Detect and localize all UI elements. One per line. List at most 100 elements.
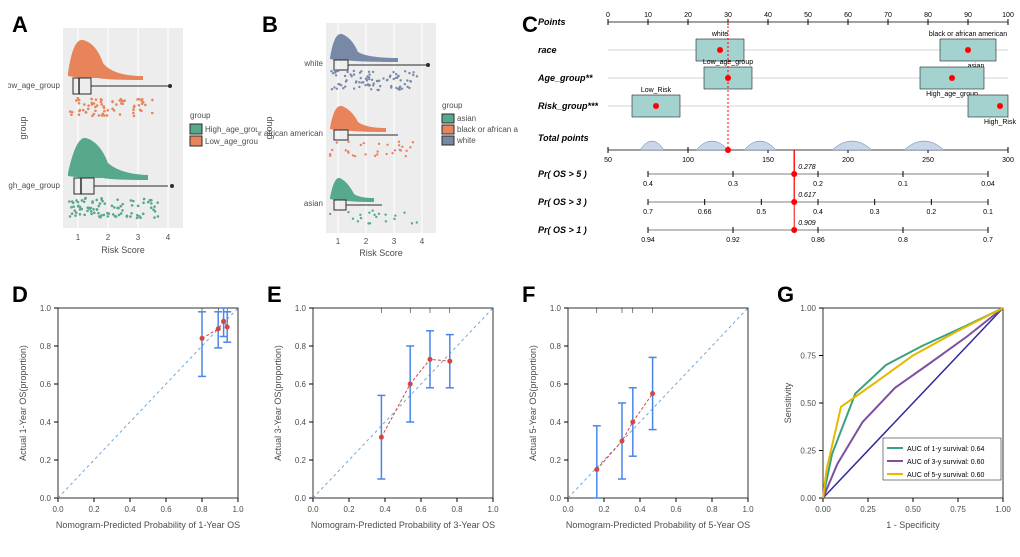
svg-text:0.8: 0.8 bbox=[295, 342, 307, 351]
svg-text:0.4: 0.4 bbox=[124, 505, 136, 514]
svg-text:90: 90 bbox=[964, 12, 972, 19]
svg-text:Nomogram-Predicted Probability: Nomogram-Predicted Probability of 1-Year… bbox=[56, 520, 240, 530]
svg-text:0.0: 0.0 bbox=[307, 505, 319, 514]
svg-text:0.00: 0.00 bbox=[800, 494, 816, 503]
svg-text:0.2: 0.2 bbox=[598, 505, 610, 514]
svg-text:Actual 3-Year OS(proportion): Actual 3-Year OS(proportion) bbox=[273, 345, 283, 461]
x-ticks-b: 1234 bbox=[336, 237, 425, 246]
x-ticks-a: 1234 bbox=[76, 233, 171, 242]
svg-text:0.6: 0.6 bbox=[160, 505, 172, 514]
svg-text:0.5: 0.5 bbox=[756, 209, 766, 216]
x-title-a: Risk Score bbox=[101, 245, 145, 255]
panel-b-label: B bbox=[262, 12, 278, 38]
ycat-a-1: High_age_group bbox=[8, 181, 61, 190]
x-title-b: Risk Score bbox=[359, 248, 403, 258]
svg-text:0.92: 0.92 bbox=[726, 237, 740, 244]
svg-text:0.2: 0.2 bbox=[550, 456, 562, 465]
panel-f-svg: 0.00.00.20.20.40.40.60.60.80.81.01.0Nomo… bbox=[518, 278, 773, 548]
svg-text:High_Risk: High_Risk bbox=[984, 119, 1016, 126]
legend-swatch-a1 bbox=[190, 136, 202, 146]
panel-d: D 0.00.00.20.20.40.40.60.60.80.81.01.0No… bbox=[8, 278, 263, 548]
svg-text:0.4: 0.4 bbox=[634, 505, 646, 514]
svg-text:30: 30 bbox=[724, 12, 732, 19]
panel-d-label: D bbox=[12, 282, 28, 308]
svg-text:0.25: 0.25 bbox=[800, 447, 816, 456]
panel-e-label: E bbox=[267, 282, 282, 308]
panel-c: C Points0102030405060708090100racewhitea… bbox=[518, 8, 1020, 278]
ycat-b-0: white bbox=[303, 59, 323, 68]
svg-text:Pr( OS > 5 ): Pr( OS > 5 ) bbox=[538, 169, 587, 179]
panel-c-label: C bbox=[522, 12, 538, 38]
panel-e: E 0.00.00.20.20.40.40.60.60.80.81.01.0No… bbox=[263, 278, 518, 548]
panel-f-label: F bbox=[522, 282, 535, 308]
svg-text:Actual 1-Year OS(proportion): Actual 1-Year OS(proportion) bbox=[18, 345, 28, 461]
svg-text:0.86: 0.86 bbox=[811, 237, 825, 244]
svg-text:0: 0 bbox=[606, 12, 610, 19]
row2: D 0.00.00.20.20.40.40.60.60.80.81.01.0No… bbox=[8, 278, 1020, 548]
svg-text:Pr( OS > 1 ): Pr( OS > 1 ) bbox=[538, 225, 587, 235]
svg-text:60: 60 bbox=[844, 12, 852, 19]
ycat-a-0: Low_age_group bbox=[8, 81, 61, 90]
lsb1 bbox=[442, 125, 454, 134]
svg-text:0.0: 0.0 bbox=[550, 494, 562, 503]
panel-a-label: A bbox=[12, 12, 28, 38]
panel-g-svg: 0.000.000.250.250.500.500.750.751.001.00… bbox=[773, 278, 1020, 548]
svg-text:0.7: 0.7 bbox=[643, 209, 653, 216]
svg-text:0.1: 0.1 bbox=[983, 209, 993, 216]
svg-text:0.75: 0.75 bbox=[800, 352, 816, 361]
legend-title-a: group bbox=[190, 111, 211, 120]
svg-text:3: 3 bbox=[136, 233, 141, 242]
ycat-b-2: asian bbox=[304, 199, 323, 208]
svg-text:0.6: 0.6 bbox=[415, 505, 427, 514]
ycat-b-1: black or african american bbox=[258, 129, 323, 138]
svg-text:1: 1 bbox=[336, 237, 341, 246]
svg-text:50: 50 bbox=[804, 12, 812, 19]
svg-text:0.50: 0.50 bbox=[905, 505, 921, 514]
svg-text:race: race bbox=[538, 45, 557, 55]
svg-text:0.617: 0.617 bbox=[798, 192, 817, 199]
svg-text:1.00: 1.00 bbox=[800, 304, 816, 313]
svg-text:0.0: 0.0 bbox=[40, 494, 52, 503]
svg-text:0.8: 0.8 bbox=[196, 505, 208, 514]
legend-a1: Low_age_group bbox=[205, 137, 258, 146]
svg-text:0.2: 0.2 bbox=[40, 456, 52, 465]
svg-text:100: 100 bbox=[682, 157, 694, 164]
panel-c-svg: Points0102030405060708090100racewhiteasi… bbox=[518, 8, 1020, 278]
panel-d-svg: 0.00.00.20.20.40.40.60.60.80.81.01.0Nomo… bbox=[8, 278, 263, 548]
svg-text:0.4: 0.4 bbox=[379, 505, 391, 514]
svg-text:AUC of 1-y survival: 0.64: AUC of 1-y survival: 0.64 bbox=[907, 446, 985, 453]
svg-text:0.0: 0.0 bbox=[52, 505, 64, 514]
svg-text:1.0: 1.0 bbox=[232, 505, 244, 514]
svg-text:1.0: 1.0 bbox=[487, 505, 499, 514]
svg-text:0.04: 0.04 bbox=[981, 181, 995, 188]
svg-text:0.2: 0.2 bbox=[295, 456, 307, 465]
svg-text:0.909: 0.909 bbox=[798, 220, 816, 227]
svg-text:0.278: 0.278 bbox=[798, 164, 816, 171]
panel-a: A 1234 Risk Score group Low_age_group Hi… bbox=[8, 8, 258, 278]
svg-text:0.8: 0.8 bbox=[451, 505, 463, 514]
svg-text:0.3: 0.3 bbox=[870, 209, 880, 216]
svg-text:0.6: 0.6 bbox=[295, 380, 307, 389]
svg-text:10: 10 bbox=[644, 12, 652, 19]
svg-text:1.0: 1.0 bbox=[295, 304, 307, 313]
svg-text:150: 150 bbox=[762, 157, 774, 164]
svg-text:1.0: 1.0 bbox=[742, 505, 754, 514]
figure-grid: A 1234 Risk Score group Low_age_group Hi… bbox=[8, 8, 1012, 548]
lb1: black or african american bbox=[457, 125, 518, 134]
svg-text:AUC of 3-y survival: 0.60: AUC of 3-y survival: 0.60 bbox=[907, 459, 985, 466]
svg-text:0.1: 0.1 bbox=[898, 181, 908, 188]
panel-e-svg: 0.00.00.20.20.40.40.60.60.80.81.01.0Nomo… bbox=[263, 278, 518, 548]
svg-text:300: 300 bbox=[1002, 157, 1014, 164]
svg-text:0.4: 0.4 bbox=[550, 418, 562, 427]
svg-text:40: 40 bbox=[764, 12, 772, 19]
svg-text:AUC of 5-y survival: 0.60: AUC of 5-y survival: 0.60 bbox=[907, 472, 985, 479]
svg-text:Nomogram-Predicted Probability: Nomogram-Predicted Probability of 5-Year… bbox=[566, 520, 750, 530]
panel-a-svg: 1234 Risk Score group Low_age_group High… bbox=[8, 8, 258, 278]
svg-text:0.2: 0.2 bbox=[88, 505, 100, 514]
svg-text:1.00: 1.00 bbox=[995, 505, 1011, 514]
legend-title-b: group bbox=[442, 101, 463, 110]
svg-text:Nomogram-Predicted Probability: Nomogram-Predicted Probability of 3-Year… bbox=[311, 520, 495, 530]
svg-text:0.2: 0.2 bbox=[813, 181, 823, 188]
svg-text:0.0: 0.0 bbox=[295, 494, 307, 503]
svg-text:black or african american: black or african american bbox=[929, 31, 1007, 38]
